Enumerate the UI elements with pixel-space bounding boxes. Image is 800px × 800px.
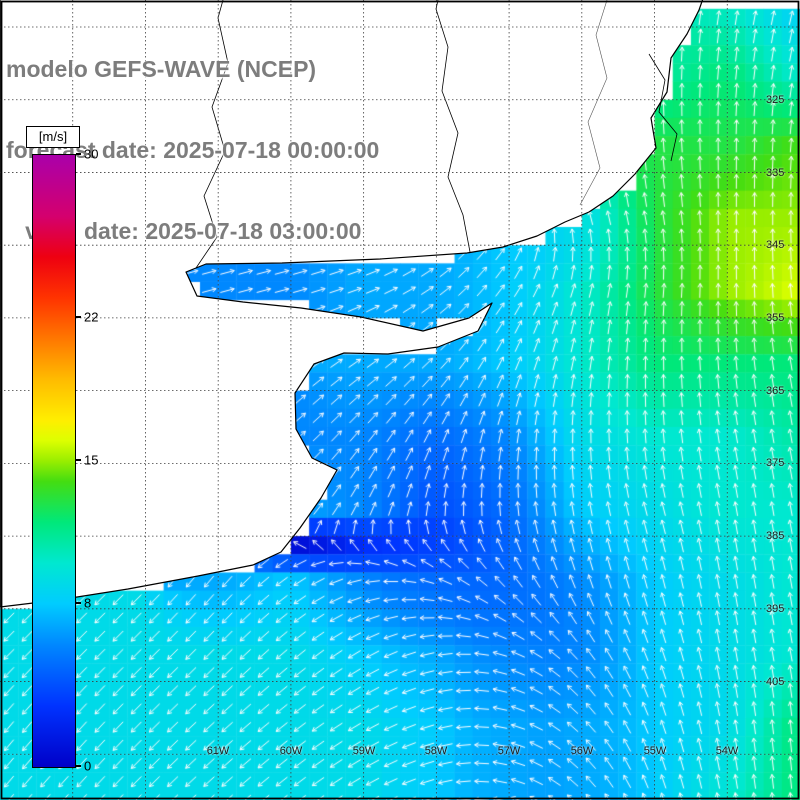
colorbar-tick-mark [76, 153, 81, 155]
lon-tick-label: 60W [279, 745, 303, 757]
lon-tick-label: 55W [643, 745, 667, 757]
colorbar-tick-label: 0 [84, 758, 92, 774]
lat-tick-label: 325 [766, 93, 785, 106]
lat-tick-label: 355 [766, 311, 785, 324]
lat-tick-label: 345 [766, 239, 785, 252]
colorbar: [m/s] 30 22 15 8 0 [26, 126, 116, 786]
lon-tick-label: 56W [570, 745, 594, 757]
colorbar-tick-mark [76, 601, 81, 604]
colorbar-tick-mark [76, 316, 81, 319]
lon-tick-label: 57W [497, 745, 521, 757]
colorbar-gradient [32, 154, 76, 768]
lat-tick-label: 335 [766, 166, 785, 179]
lagoon-line [648, 53, 678, 162]
lat-tick-label: 395 [766, 602, 785, 615]
lon-tick-label: 58W [424, 745, 448, 757]
colorbar-tick-mark [76, 765, 81, 767]
colorbar-tick-label: 22 [84, 309, 99, 325]
colorbar-unit-label: [m/s] [26, 126, 80, 148]
river-line [435, 0, 471, 253]
lat-tick-label: 365 [766, 384, 785, 397]
lat-tick-label: 375 [766, 457, 785, 470]
land-polygon [0, 0, 704, 608]
model-title: modelo GEFS-WAVE (NCEP) [6, 56, 317, 82]
lat-tick-label: 405 [766, 675, 785, 688]
colorbar-tick-label: 15 [84, 452, 99, 468]
lon-tick-label: 61W [206, 745, 230, 757]
lon-tick-label: 54W [715, 745, 739, 757]
lat-tick-label: 385 [766, 530, 785, 543]
colorbar-tick-label: 30 [84, 146, 99, 162]
forecast-date-line: forecast date: 2025-07-18 00:00:00 [6, 137, 380, 163]
colorbar-tick-label: 8 [84, 595, 92, 611]
lon-tick-label: 59W [352, 745, 376, 757]
colorbar-tick-mark [76, 459, 81, 461]
